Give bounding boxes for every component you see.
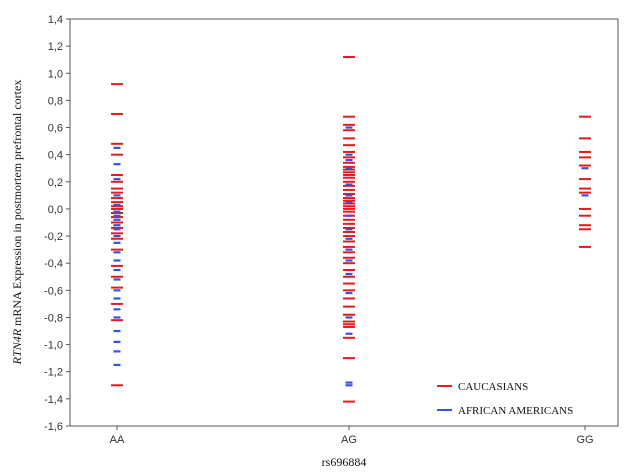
- x-axis-ticks: AA AG GG: [110, 426, 594, 446]
- y-tick-label: 1,2: [48, 41, 63, 53]
- y-tick-label: -0,2: [44, 231, 63, 243]
- y-axis-title-rest: mRNA Expression in postmortem prefrontal…: [10, 80, 24, 329]
- y-tick-label: -0,6: [44, 285, 63, 297]
- x-tick-label: GG: [576, 434, 593, 446]
- x-tick-label: AA: [110, 434, 125, 446]
- y-tick-label: 0,4: [48, 150, 63, 162]
- y-tick-label: 0,8: [48, 95, 63, 107]
- y-tick-label: -1,4: [44, 394, 63, 406]
- legend: CAUCASIANS AFRICAN AMERICANS: [437, 381, 573, 417]
- y-tick-label: -1,2: [44, 367, 63, 379]
- y-tick-label: -0,8: [44, 312, 63, 324]
- y-axis-title: RTN4R mRNA Expression in postmortem pref…: [10, 80, 24, 366]
- y-tick-label: 1,0: [48, 68, 63, 80]
- y-axis-title-gene: RTN4R: [10, 328, 24, 365]
- y-axis-ticks: 1,4 1,2 1,0 0,8 0,6 0,4 0,2 0,0 -0,2 -0,4 -0,6 -0,8…: [44, 14, 70, 433]
- y-tick-label: -1,0: [44, 340, 63, 352]
- y-tick-label: 0,6: [48, 123, 63, 135]
- y-tick-label: 1,4: [48, 14, 63, 26]
- axes: [69, 18, 619, 427]
- plot-frame: [69, 18, 619, 427]
- data-points: [111, 55, 591, 403]
- legend-label-african-americans: AFRICAN AMERICANS: [458, 405, 573, 417]
- y-tick-label: -0,4: [44, 258, 63, 270]
- y-tick-label: -1,6: [44, 421, 63, 433]
- legend-label-caucasians: CAUCASIANS: [458, 381, 528, 393]
- x-tick-label: AG: [341, 434, 357, 446]
- y-tick-label: 0,0: [48, 204, 63, 216]
- y-tick-label: 0,2: [48, 177, 63, 189]
- x-axis-title: rs696884: [322, 455, 367, 469]
